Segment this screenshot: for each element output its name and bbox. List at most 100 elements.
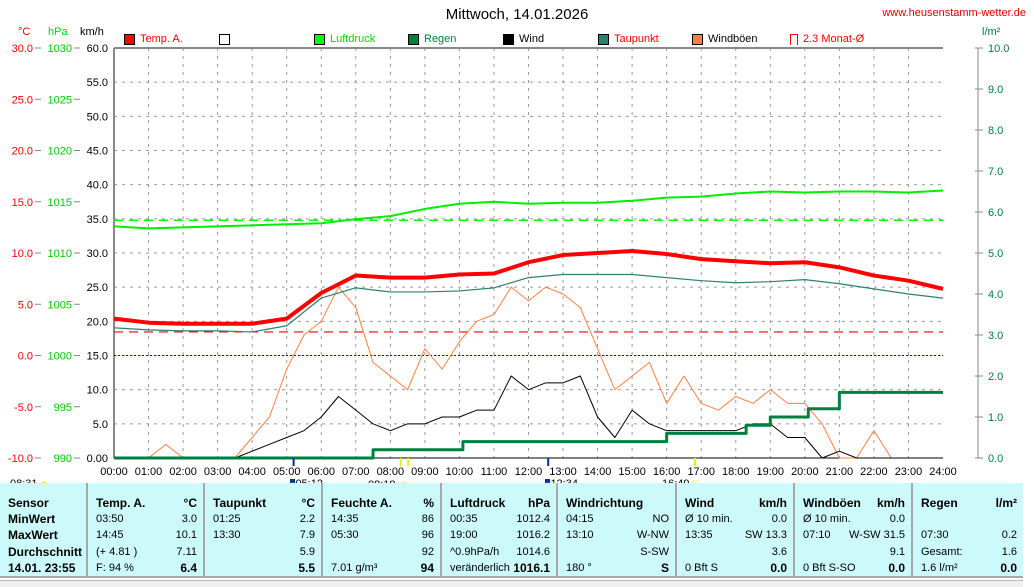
temp-tick-label: 30.0 (12, 43, 33, 55)
rain-tick-label: 10.0 (988, 43, 1009, 55)
table-cell: 14.01. 23:55 (8, 560, 76, 575)
table-cell: 0.0 (1000, 560, 1017, 575)
pressure-axis-unit: hPa (48, 26, 68, 38)
wind-tick-label: 35.0 (87, 214, 108, 226)
table-cell: 00:35 (450, 513, 478, 525)
rain-tick-label: 0.0 (988, 453, 1003, 465)
table-column: Temp. A. °C 03:50 3.0 14:45 10.1 (+ 4.81 ) 7.11… (88, 483, 205, 578)
x-tick-label: 22:00 (860, 466, 888, 478)
table-cell: 07:10 (803, 529, 831, 542)
pressure-tick-label: 1000 (48, 351, 72, 363)
table-cell: 5.9 (299, 545, 315, 558)
table-header-cell: Feuchte A. (331, 496, 392, 510)
legend-label: Luftdruck (330, 33, 376, 45)
rain-tick-label: 3.0 (988, 330, 1003, 342)
rain-tick-label: 2.0 (988, 371, 1003, 383)
table-cell: 1.6 (1001, 545, 1017, 558)
x-tick-label: 19:00 (757, 466, 785, 478)
wind-tick-label: 50.0 (87, 111, 108, 123)
rain-tick-label: 9.0 (988, 84, 1003, 96)
site-link[interactable]: www.heusenstamm-wetter.de (882, 7, 1026, 19)
table-cell: 0 Bft S-SO (803, 561, 856, 574)
legend-label: Windböen (708, 33, 758, 45)
table-cell: 6.4 (180, 560, 197, 575)
pressure-tick-label: 1010 (48, 248, 72, 260)
table-cell: 13:10 (566, 529, 594, 542)
table-cell: 7.01 g/m³ (331, 561, 378, 574)
pressure-tick-label: 990 (54, 453, 72, 465)
x-tick-label: 21:00 (826, 466, 854, 478)
table-cell: MinWert (8, 512, 56, 526)
pressure-tick-label: 1025 (48, 94, 72, 106)
x-tick-label: 16:00 (653, 466, 681, 478)
rain-tick-label: 7.0 (988, 166, 1003, 178)
table-cell: 3.0 (181, 513, 197, 525)
wind-tick-label: 0.00 (87, 453, 108, 465)
table-cell: (+ 4.81 ) (96, 545, 138, 558)
table-cell: 0.0 (770, 560, 787, 575)
rain-tick-label: 4.0 (988, 289, 1003, 301)
table-column: Sensor MinWert MaxWert Durchschnitt 14.01. 2… (0, 483, 88, 578)
horizontal-scrollbar[interactable] (0, 580, 1023, 587)
table-cell: 14:45 (96, 529, 124, 542)
x-tick-label: 14:00 (584, 466, 612, 478)
table-cell: 96 (421, 529, 434, 542)
wind-tick-label: 30.0 (87, 248, 108, 260)
table-header-cell: °C (301, 496, 315, 510)
legend-swatch (314, 33, 325, 45)
pressure-tick-label: 995 (54, 402, 72, 414)
wind-tick-label: 55.0 (87, 77, 108, 89)
table-cell: 7.9 (299, 529, 315, 542)
table-cell: 180 ° (566, 561, 592, 574)
x-tick-label: 09:00 (411, 466, 439, 478)
x-tick-label: 07:00 (342, 466, 370, 478)
table-cell: 0 Bft S (685, 561, 719, 574)
table-column: Wind km/h Ø 10 min. 0.0 13:35 SW 13.3 3.6 0 Bft… (677, 483, 795, 578)
legend-item (219, 32, 235, 46)
temp-tick-label: -10.0 (8, 453, 33, 465)
table-header-cell: hPa (527, 496, 550, 510)
legend-item: Luftdruck (314, 32, 375, 46)
table-header-cell: Windrichtung (566, 496, 644, 510)
pressure-tick-label: 1005 (48, 299, 72, 311)
table-cell: 2.2 (299, 513, 315, 525)
temp-tick-label: 25.0 (12, 94, 33, 106)
series-line-temp-a- (113, 248, 944, 326)
legend-item: Wind (503, 32, 544, 46)
x-tick-label: 01:00 (135, 466, 163, 478)
wind-tick-label: 25.0 (87, 282, 108, 294)
x-tick-label: 10:00 (446, 466, 474, 478)
temp-tick-label: -5.0 (14, 402, 33, 414)
x-tick-label: 12:00 (515, 466, 543, 478)
table-cell: 1012.4 (516, 513, 550, 525)
series-line-wind (114, 375, 943, 459)
table-cell: 94 (420, 560, 434, 575)
table-cell: SW 13.3 (744, 529, 787, 542)
table-header-cell: Wind (685, 496, 715, 510)
table-column: Feuchte A.% 14:35 86 05:30 96 92 7.01 g/m³ 94 (323, 483, 442, 578)
table-header-cell: Temp. A. (96, 496, 146, 510)
table-cell: W-NW (636, 529, 669, 542)
table-cell: 3.6 (771, 545, 787, 558)
table-cell: 9.1 (889, 545, 905, 558)
table-cell: 1014.6 (516, 545, 550, 558)
wind-axis-unit: km/h (80, 26, 104, 38)
legend-item: Taupunkt (598, 32, 659, 46)
x-tick-label: 17:00 (687, 466, 715, 478)
wind-tick-label: 15.0 (87, 351, 108, 363)
table-cell: 0.0 (888, 560, 905, 575)
legend-item: Temp. A. (124, 32, 183, 46)
temp-axis-unit: °C (18, 26, 31, 38)
legend-item: Regen (408, 32, 456, 46)
wind-tick-label: 5.0 (93, 419, 108, 431)
table-header-cell: l/m² (995, 496, 1017, 510)
x-tick-label: 11:00 (481, 466, 508, 478)
wind-tick-label: 45.0 (87, 146, 108, 158)
x-tick-label: 18:00 (722, 466, 750, 478)
table-cell: 92 (421, 545, 434, 558)
table-cell: 1.6 l/m² (921, 561, 958, 574)
x-tick-label: 03:00 (204, 466, 232, 478)
series-line-luftdruck (113, 189, 944, 230)
table-header-cell: Windböen (803, 496, 861, 510)
wind-tick-label: 60.0 (87, 43, 108, 55)
